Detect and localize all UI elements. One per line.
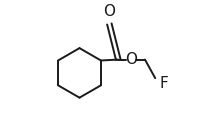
Text: O: O [125, 52, 137, 67]
Text: F: F [160, 76, 168, 91]
Text: O: O [103, 4, 115, 19]
